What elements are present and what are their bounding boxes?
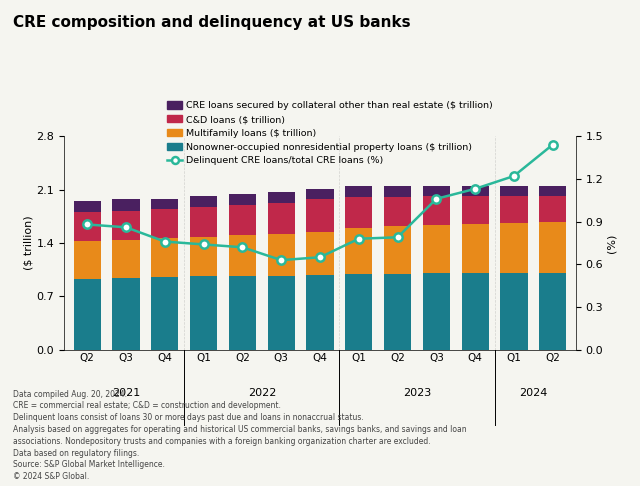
Bar (539, 223, 566, 273)
Text: 2021: 2021 (112, 388, 140, 399)
Bar (539, 196, 566, 223)
Bar (500, 196, 527, 223)
Bar (461, 196, 489, 224)
Delinquent CRE loans/total CRE loans (%) (355, 236, 363, 242)
Text: 2024: 2024 (519, 388, 548, 399)
Delinquent CRE loans/total CRE loans (%) (277, 257, 285, 263)
Text: CRE composition and delinquency at US banks: CRE composition and delinquency at US ba… (13, 15, 410, 30)
Delinquent CRE loans/total CRE loans (%) (122, 225, 130, 230)
Bar (190, 207, 217, 237)
Bar (461, 224, 489, 273)
Bar (229, 276, 256, 350)
Bar (345, 228, 372, 274)
Bar (74, 201, 101, 212)
Bar (307, 189, 333, 199)
Bar (113, 278, 140, 350)
Bar (229, 235, 256, 276)
Bar (539, 186, 566, 196)
Bar (307, 199, 333, 231)
Bar (74, 241, 101, 279)
Bar (74, 212, 101, 241)
Bar (113, 211, 140, 240)
Bar (500, 273, 527, 350)
Text: 2023: 2023 (403, 388, 431, 399)
Delinquent CRE loans/total CRE loans (%) (239, 244, 246, 250)
Delinquent CRE loans/total CRE loans (%) (200, 242, 207, 247)
Bar (229, 205, 256, 235)
Bar (113, 199, 140, 211)
Bar (384, 274, 411, 350)
Bar (268, 234, 295, 276)
Bar (384, 187, 411, 197)
Delinquent CRE loans/total CRE loans (%) (433, 196, 440, 202)
Bar (461, 273, 489, 350)
Bar (500, 223, 527, 273)
Bar (539, 273, 566, 350)
Legend: CRE loans secured by collateral other than real estate ($ trillion), C&D loans (: CRE loans secured by collateral other th… (164, 98, 497, 169)
Delinquent CRE loans/total CRE loans (%) (394, 234, 401, 240)
Bar (345, 187, 372, 197)
Bar (423, 186, 450, 196)
Bar (190, 196, 217, 207)
Bar (268, 203, 295, 234)
Bar (307, 231, 333, 275)
Bar (151, 209, 179, 239)
Bar (113, 240, 140, 278)
Bar (461, 186, 489, 196)
Line: Delinquent CRE loans/total CRE loans (%): Delinquent CRE loans/total CRE loans (%) (83, 140, 557, 264)
Bar (151, 277, 179, 350)
Text: Data compiled Aug. 20, 2024.
CRE = commercial real estate; C&D = construction an: Data compiled Aug. 20, 2024. CRE = comme… (13, 390, 467, 481)
Delinquent CRE loans/total CRE loans (%) (83, 222, 91, 227)
Bar (151, 239, 179, 277)
Bar (423, 225, 450, 273)
Y-axis label: ($ trillion): ($ trillion) (24, 216, 34, 270)
Bar (151, 199, 179, 209)
Text: 2022: 2022 (248, 388, 276, 399)
Bar (500, 186, 527, 196)
Bar (345, 274, 372, 350)
Bar (384, 226, 411, 274)
Bar (345, 197, 372, 228)
Bar (423, 273, 450, 350)
Delinquent CRE loans/total CRE loans (%) (316, 254, 324, 260)
Bar (268, 276, 295, 350)
Delinquent CRE loans/total CRE loans (%) (161, 239, 169, 244)
Bar (190, 276, 217, 350)
Bar (307, 275, 333, 350)
Y-axis label: (%): (%) (606, 233, 616, 253)
Delinquent CRE loans/total CRE loans (%) (471, 186, 479, 192)
Bar (268, 192, 295, 203)
Delinquent CRE loans/total CRE loans (%) (510, 173, 518, 179)
Bar (229, 194, 256, 205)
Bar (74, 279, 101, 350)
Bar (384, 197, 411, 226)
Delinquent CRE loans/total CRE loans (%) (549, 142, 557, 148)
Bar (190, 237, 217, 276)
Bar (423, 196, 450, 225)
